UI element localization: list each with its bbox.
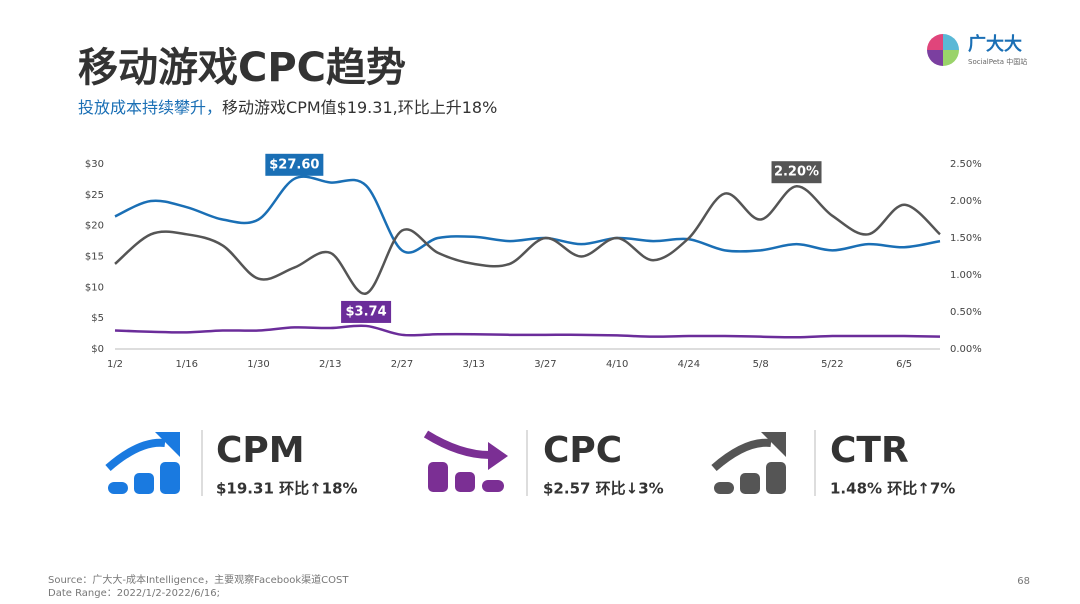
- y2-tick-label: 2.00%: [950, 196, 982, 207]
- subtitle-highlight: 投放成本持续攀升，: [78, 98, 222, 117]
- page-number: 68: [1017, 576, 1030, 587]
- source: Source：广大大-成本Intelligence，主要观察Facebook渠道…: [48, 573, 349, 586]
- data-label-bg: [771, 161, 822, 184]
- y-tick-label: $20: [85, 221, 104, 232]
- kpi-icon-cpm: [105, 432, 180, 494]
- y2-tick-label: 2.50%: [950, 159, 982, 170]
- logo-icon: [927, 34, 959, 66]
- y2-tick-label: 0.50%: [950, 307, 982, 318]
- subtitle-text: 移动游戏CPM值$19.31,环比上升18%: [222, 98, 497, 117]
- y2-tick-label: 1.50%: [950, 233, 982, 244]
- x-tick-label: 6/5: [896, 359, 912, 370]
- kpi-name: CPC: [543, 430, 622, 471]
- x-tick-label: 3/13: [462, 359, 484, 370]
- data-label: $27.60: [269, 157, 319, 172]
- title: 移动游戏CPC趋势: [78, 45, 406, 91]
- kpi-icon-ctr: [711, 432, 786, 494]
- y-tick-label: $15: [85, 252, 104, 263]
- kpi-detail: $2.57 环比↓3%: [543, 480, 664, 498]
- series-line: [114, 184, 941, 295]
- x-tick-label: 3/27: [534, 359, 556, 370]
- date-range: Date Range：2022/1/2-2022/6/16;: [48, 588, 220, 599]
- y2-tick-label: 0.00%: [950, 344, 982, 355]
- x-tick-label: 4/10: [606, 359, 628, 370]
- y-tick-label: $5: [91, 313, 104, 324]
- x-tick-label: 5/8: [753, 359, 769, 370]
- y-tick-label: $0: [91, 344, 104, 355]
- logo-sub: SocialPeta 中国站: [968, 57, 1027, 66]
- data-label: $3.74: [346, 304, 387, 319]
- x-tick-label: 2/27: [391, 359, 413, 370]
- kpi-name: CPM: [216, 430, 305, 471]
- x-tick-label: 2/13: [319, 359, 341, 370]
- y2-tick-label: 1.00%: [950, 270, 982, 281]
- logo-name: 广大大: [968, 33, 1022, 55]
- x-tick-label: 4/24: [678, 359, 700, 370]
- data-label: 2.20%: [774, 165, 819, 180]
- kpi-detail: 1.48% 环比↑7%: [830, 480, 955, 498]
- subtitle: 投放成本持续攀升，移动游戏CPM值$19.31,环比上升18%: [78, 98, 497, 117]
- kpi-name: CTR: [830, 430, 909, 471]
- x-tick-label: 5/22: [821, 359, 843, 370]
- kpi-detail: $19.31 环比↑18%: [216, 480, 358, 498]
- series-line: [114, 324, 941, 339]
- y-tick-label: $10: [85, 282, 104, 293]
- data-label-bg: [341, 300, 392, 323]
- x-tick-label: 1/16: [176, 359, 198, 370]
- kpi-icon-cpc: [423, 430, 508, 492]
- y-tick-label: $25: [85, 190, 104, 201]
- chart: $0 $5 $10 $15 $20 $25 $30 0.00% 0.50% 1.00% 1.50% 2…: [85, 153, 982, 370]
- y-tick-label: $30: [85, 159, 104, 170]
- data-label-bg: [265, 153, 324, 176]
- x-tick-label: 1/30: [247, 359, 269, 370]
- series-line: [114, 175, 941, 254]
- x-tick-label: 1/2: [107, 359, 123, 370]
